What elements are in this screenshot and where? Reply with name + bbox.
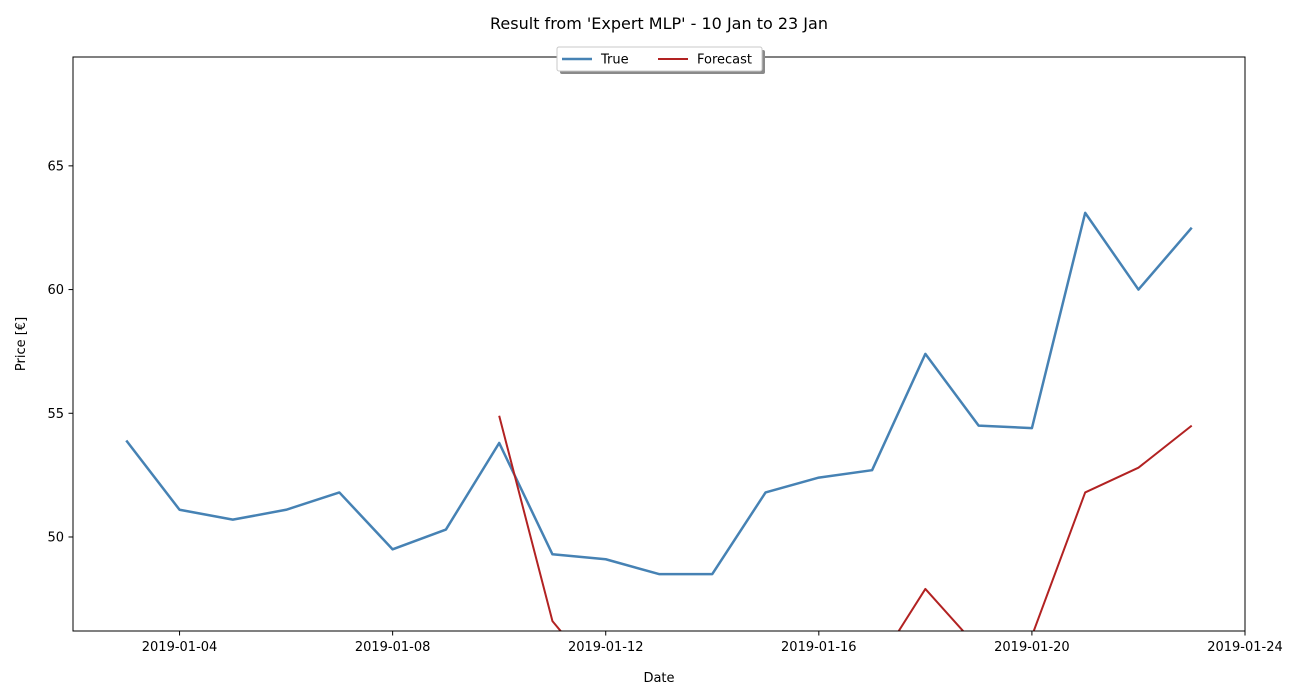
- x-tick-label: 2019-01-08: [355, 640, 431, 655]
- chart-title: Result from 'Expert MLP' - 10 Jan to 23 …: [490, 14, 828, 33]
- x-axis-label: Date: [643, 671, 674, 686]
- plot-frame: [72, 56, 1246, 632]
- x-tick-label: 2019-01-12: [568, 640, 644, 655]
- y-tick-label: 50: [47, 530, 64, 545]
- x-tick-label: 2019-01-04: [142, 640, 218, 655]
- y-axis-label: Price [€]: [14, 317, 29, 371]
- legend-label-true: True: [600, 53, 629, 68]
- y-tick-label: 65: [47, 159, 64, 174]
- y-axis: 50 55 60 65: [47, 159, 73, 545]
- x-tick-label: 2019-01-20: [994, 640, 1070, 655]
- x-axis: 2019-01-04 2019-01-08 2019-01-12 2019-01-16…: [142, 631, 1283, 655]
- series-layer: [125, 211, 1193, 631]
- series-line-true: [125, 211, 1193, 576]
- y-tick-label: 60: [47, 283, 64, 298]
- y-tick-label: 55: [47, 407, 64, 422]
- x-tick-label: 2019-01-16: [781, 640, 857, 655]
- legend-label-forecast: Forecast: [697, 53, 752, 68]
- legend: True Forecast: [556, 46, 765, 74]
- series-line-forecast: [498, 415, 1193, 631]
- x-tick-label: 2019-01-24: [1207, 640, 1283, 655]
